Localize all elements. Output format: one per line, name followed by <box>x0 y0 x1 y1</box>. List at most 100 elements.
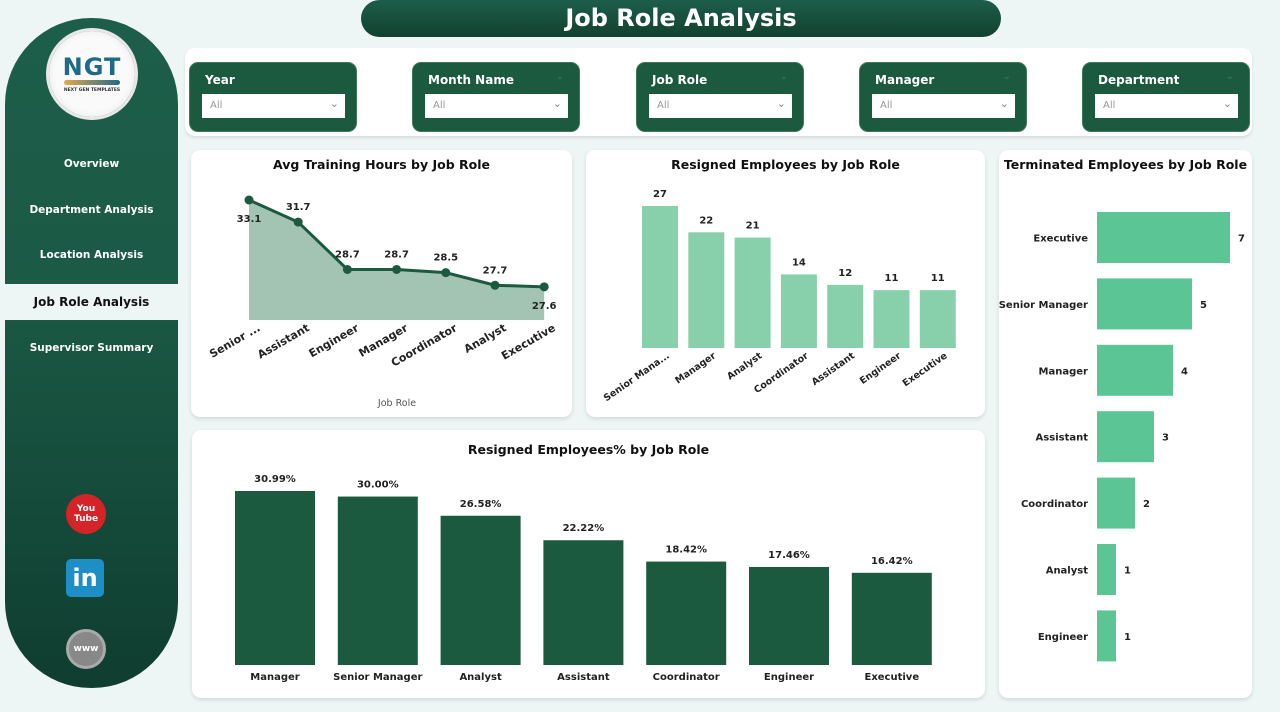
department-dropdown[interactable]: All ⌄ <box>1095 94 1238 118</box>
svg-text:27.6: 27.6 <box>532 301 557 312</box>
bar <box>1097 411 1154 463</box>
bar <box>642 206 678 348</box>
horizontal-bar-chart-plot[interactable]: 7 Executive 5 Senior Manager 4 Manager 3 Assist… <box>999 150 1252 698</box>
svg-text:7: 7 <box>1238 234 1245 245</box>
bar <box>1097 544 1116 595</box>
nav-supervisor-summary[interactable]: Supervisor Summary <box>29 342 154 354</box>
nav-department-analysis[interactable]: Department Analysis <box>29 204 154 216</box>
chevron-down-icon: ⌄ <box>329 97 339 110</box>
dropdown-value: All <box>210 100 223 111</box>
logo-swoosh-icon <box>64 80 120 85</box>
svg-text:31.7: 31.7 <box>286 202 311 213</box>
svg-text:27.7: 27.7 <box>483 265 508 276</box>
bar <box>646 561 727 665</box>
linkedin-icon[interactable]: in <box>66 559 104 597</box>
svg-text:Job Role: Job Role <box>377 398 416 409</box>
bar-chart-plot[interactable]: 30.99% Manager 30.00% Senior Manager 26.58% A… <box>192 430 985 698</box>
svg-text:Engineer: Engineer <box>307 321 362 360</box>
filter-label: Department <box>1098 73 1180 87</box>
resigned-percent-chart: Resigned Employees% by Job Role 30.99% Ma… <box>192 430 985 698</box>
svg-text:Executive: Executive <box>499 321 558 362</box>
svg-text:Coordinator: Coordinator <box>1021 499 1088 510</box>
chart-title: Resigned Employees by Job Role <box>671 157 900 172</box>
website-icon[interactable]: www <box>66 629 106 669</box>
chevron-down-icon: ⌄ <box>1222 97 1232 110</box>
svg-text:1: 1 <box>1124 566 1131 577</box>
svg-text:1: 1 <box>1124 632 1131 643</box>
svg-text:30.00%: 30.00% <box>357 480 399 491</box>
logo-text: NGT <box>62 53 122 81</box>
bar <box>337 496 418 665</box>
bar <box>851 572 932 665</box>
bar <box>780 274 817 348</box>
svg-text:Assistant: Assistant <box>557 672 610 683</box>
svg-text:28.5: 28.5 <box>433 253 458 264</box>
bar <box>749 566 829 665</box>
bar <box>734 237 771 348</box>
filter-label: Month Name <box>428 73 514 87</box>
job-role-dropdown[interactable]: All ⌄ <box>649 94 792 118</box>
chart-title: Terminated Employees by Job Role <box>1003 157 1248 172</box>
filter-label: Manager <box>875 73 935 87</box>
svg-text:Assistant: Assistant <box>810 350 858 388</box>
svg-text:Engineer: Engineer <box>764 672 814 683</box>
svg-text:Senior Mana...: Senior Mana... <box>602 350 672 404</box>
dropdown-value: All <box>433 100 446 111</box>
svg-text:Senior Manager: Senior Manager <box>999 300 1088 311</box>
svg-text:12: 12 <box>838 268 852 279</box>
page-title: Job Role Analysis <box>361 0 1001 37</box>
svg-text:Coordinator: Coordinator <box>653 672 720 683</box>
chevron-down-icon: ⌄ <box>776 97 786 110</box>
nav-job-role-analysis[interactable]: Job Role Analysis <box>5 284 178 320</box>
nav-location-analysis[interactable]: Location Analysis <box>39 249 144 261</box>
chevron-down-icon: ⌄ <box>999 97 1009 110</box>
data-point <box>342 264 352 274</box>
dropdown-value: All <box>657 100 670 111</box>
svg-text:Analyst: Analyst <box>1046 566 1089 577</box>
svg-text:Executive: Executive <box>901 350 950 389</box>
avg-training-hours-chart: Avg Training Hours by Job Role 33.1 Senio… <box>191 150 572 417</box>
chevron-down-icon: ⌄ <box>1002 71 1011 82</box>
data-point <box>244 195 254 205</box>
filter-year: Year All ⌄ <box>189 62 357 132</box>
youtube-icon[interactable]: You Tube <box>66 494 106 534</box>
area-chart-plot[interactable]: 33.1 Senior ... 31.7 Assistant 28.7 Engineer 2… <box>191 150 572 417</box>
svg-text:2: 2 <box>1143 499 1150 510</box>
filter-department: Department ⌄ All ⌄ <box>1082 62 1250 132</box>
svg-text:11: 11 <box>931 273 945 284</box>
svg-text:26.58%: 26.58% <box>460 499 502 510</box>
svg-text:11: 11 <box>885 273 899 284</box>
filter-job-role: Job Role ⌄ All ⌄ <box>636 62 804 132</box>
bar <box>440 515 521 665</box>
svg-text:Manager: Manager <box>1039 366 1089 377</box>
month-dropdown[interactable]: All ⌄ <box>425 94 568 118</box>
logo-subtitle: NEXT GEN TEMPLATES <box>63 88 121 93</box>
year-dropdown[interactable]: All ⌄ <box>202 94 345 118</box>
manager-dropdown[interactable]: All ⌄ <box>872 94 1015 118</box>
area-fill <box>249 200 545 320</box>
svg-text:Executive: Executive <box>1033 234 1088 245</box>
filter-manager: Manager ⌄ All ⌄ <box>859 62 1027 132</box>
svg-text:Senior Manager: Senior Manager <box>333 672 422 683</box>
svg-text:4: 4 <box>1181 366 1188 377</box>
chevron-down-icon: ⌄ <box>555 71 564 82</box>
bar <box>1097 477 1135 529</box>
svg-text:18.42%: 18.42% <box>665 545 707 556</box>
data-point <box>293 217 303 227</box>
sidebar: NGT NEXT GEN TEMPLATES Overview Departme… <box>5 18 178 688</box>
data-point <box>490 280 500 290</box>
svg-text:Engineer: Engineer <box>1038 632 1088 643</box>
svg-text:Manager: Manager <box>673 350 718 386</box>
svg-text:21: 21 <box>746 221 760 232</box>
svg-text:22: 22 <box>699 215 713 226</box>
bar <box>235 491 315 665</box>
filter-panel: Year All ⌄ Month Name ⌄ All ⌄ Job Role ⌄ A… <box>185 48 1252 136</box>
chevron-down-icon: ⌄ <box>779 71 788 82</box>
bar <box>873 290 910 348</box>
nav-overview[interactable]: Overview <box>63 158 120 170</box>
filter-label: Job Role <box>652 73 708 87</box>
svg-text:Executive: Executive <box>864 672 919 683</box>
svg-text:Analyst: Analyst <box>725 350 765 382</box>
filter-month-name: Month Name ⌄ All ⌄ <box>412 62 580 132</box>
